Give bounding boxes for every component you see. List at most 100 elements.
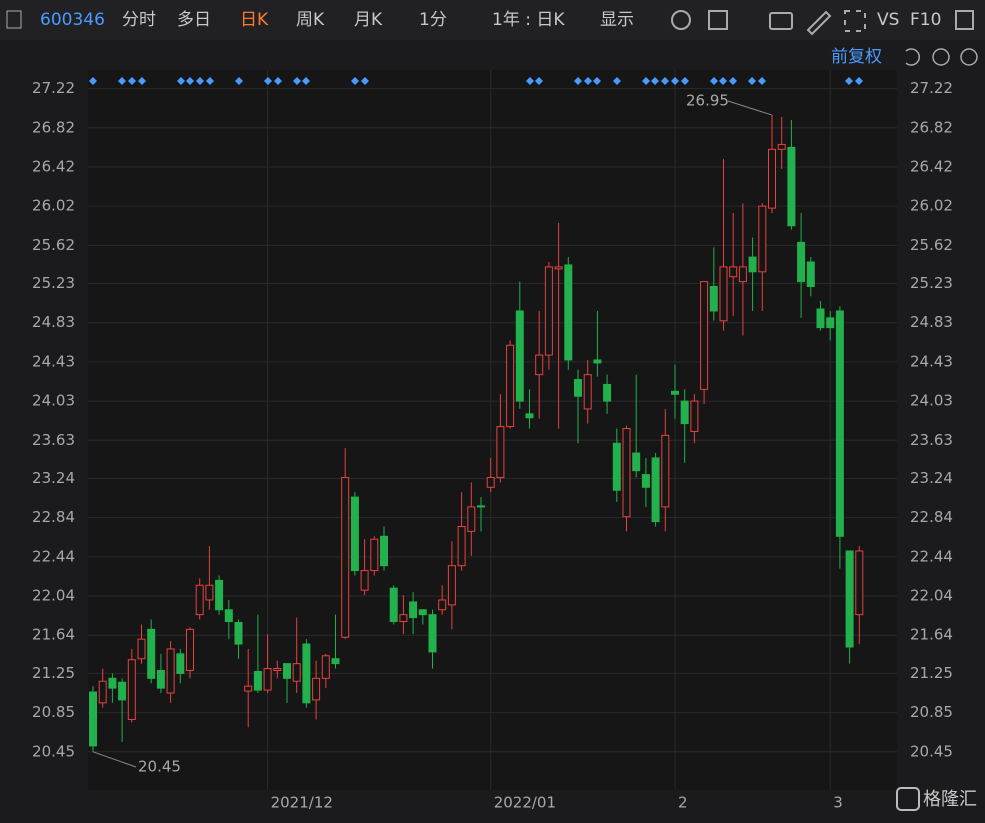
candle-body [195, 584, 204, 616]
tab[interactable]: 分时 [122, 10, 156, 30]
candle-body [321, 655, 330, 679]
y-tick-label: 26.82 [32, 118, 75, 136]
y-tick-label: 20.45 [32, 742, 75, 760]
signal-marker [526, 77, 534, 85]
y-tick-label: 24.03 [32, 392, 75, 410]
signal-marker [574, 77, 582, 85]
signal-marker [748, 77, 756, 85]
y-tick-label: 26.02 [32, 197, 75, 215]
candle-body [399, 614, 408, 623]
signal-marker [138, 77, 146, 85]
camera-icon[interactable] [769, 12, 793, 30]
period-select[interactable]: 1年 : 日K [492, 10, 565, 30]
signal-marker [118, 77, 126, 85]
y-tick-label: 22.44 [32, 547, 75, 565]
candle-body [806, 261, 815, 287]
f10-button[interactable]: F10 [910, 10, 941, 30]
y-tick-label-right: 24.03 [910, 392, 953, 410]
candle-body [166, 648, 175, 694]
reset-icon[interactable] [905, 48, 921, 66]
signal-marker [593, 77, 601, 85]
y-tick-label-right: 27.22 [910, 79, 953, 97]
y-tick-label: 20.85 [32, 703, 75, 721]
signal-marker [855, 77, 863, 85]
tab[interactable]: 周K [296, 10, 325, 30]
candle-body [127, 659, 136, 720]
box-icon[interactable] [708, 10, 728, 30]
signal-marker [719, 77, 727, 85]
signal-marker [681, 77, 689, 85]
x-tick-label: 2 [678, 794, 688, 812]
tab[interactable]: 1分 [419, 10, 447, 30]
y-tick-label: 23.63 [32, 431, 75, 449]
tab[interactable]: 月K [354, 10, 383, 30]
candle-body [486, 477, 495, 488]
candle-body [729, 266, 738, 278]
candle-body [360, 570, 369, 591]
signal-marker [196, 77, 204, 85]
signal-marker [235, 77, 243, 85]
settings-icon[interactable] [671, 10, 691, 30]
y-tick-label: 23.24 [32, 469, 75, 487]
signal-marker [661, 77, 669, 85]
candle-body [797, 241, 806, 283]
candle-body [700, 281, 709, 390]
x-tick-label: 3 [833, 794, 843, 812]
signal-marker [186, 77, 194, 85]
plot-area [88, 70, 897, 790]
vs-button[interactable]: VS [877, 10, 899, 30]
tab[interactable]: 多日 [177, 10, 211, 30]
candle-body [447, 565, 456, 606]
candle-body [156, 669, 165, 689]
candle-body [438, 599, 447, 611]
stock-code[interactable]: 600346 [40, 10, 105, 30]
low-pointer [92, 751, 137, 768]
adjust-button[interactable]: 前复权 [831, 47, 882, 67]
candle-body [593, 359, 602, 364]
signal-marker [206, 77, 214, 85]
candle-body [758, 205, 767, 273]
signal-marker [351, 77, 359, 85]
candle-body [738, 266, 747, 283]
signal-marker [89, 77, 97, 85]
y-tick-label: 21.25 [32, 664, 75, 682]
signal-marker [274, 77, 282, 85]
panel-icon[interactable] [955, 10, 974, 30]
candle-body [816, 308, 825, 329]
y-tick-label-right: 25.23 [910, 274, 953, 292]
y-tick-label-right: 24.43 [910, 352, 953, 370]
candle-body [651, 457, 660, 523]
candle-body [273, 668, 282, 671]
candle-body [661, 434, 670, 508]
y-tick-label: 22.84 [32, 508, 75, 526]
candle-body [98, 680, 107, 704]
zoom-in[interactable] [960, 48, 978, 66]
signal-marker [302, 77, 310, 85]
zoom-out[interactable] [932, 48, 950, 66]
candle-body [554, 266, 563, 270]
y-tick-label-right: 20.45 [910, 742, 953, 760]
sidebar-icon[interactable] [6, 10, 22, 29]
candle-body [855, 550, 864, 616]
candle-body [603, 383, 612, 402]
candle-body [641, 474, 650, 488]
candle-body [515, 310, 524, 402]
high-label: 26.95 [686, 92, 729, 110]
y-tick-label: 26.42 [32, 157, 75, 175]
candle-body [253, 670, 262, 691]
y-tick-label: 22.04 [32, 587, 75, 605]
candle-body [89, 691, 97, 747]
display-menu[interactable]: 显示 [600, 10, 634, 30]
pen-icon[interactable] [806, 10, 832, 36]
fullscreen-icon[interactable] [844, 10, 866, 32]
signal-marker [293, 77, 301, 85]
candle-body [574, 379, 582, 397]
signal-marker [613, 77, 621, 85]
signal-marker [535, 77, 543, 85]
candle-body [632, 452, 641, 472]
candle-body [748, 256, 757, 273]
tab[interactable]: 日K [240, 10, 269, 30]
signal-marker [710, 77, 718, 85]
signal-marker [651, 77, 659, 85]
